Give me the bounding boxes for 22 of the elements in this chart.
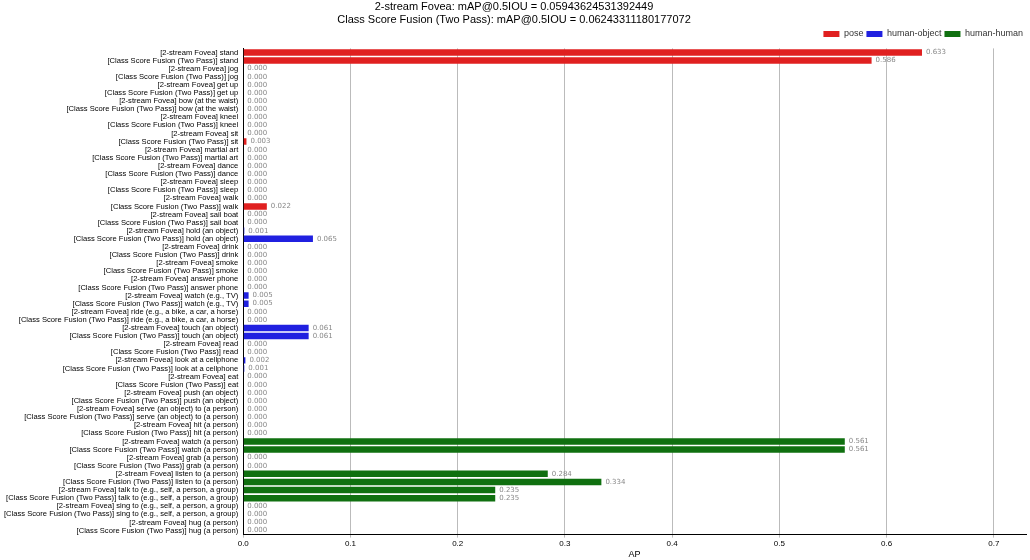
x-tick-label: 0.0 (237, 538, 250, 548)
chart-title: 2-stream Fovea: mAP@0.5IOU = 0.05943624531392449 (374, 0, 654, 12)
bar (243, 203, 267, 210)
bar (243, 324, 309, 332)
legend-label: pose (843, 28, 864, 39)
bar (243, 478, 602, 486)
bar (243, 235, 313, 243)
x-tick-label: 0.7 (988, 538, 1000, 548)
x-tick-label: 0.2 (452, 538, 464, 548)
legend-label: human-object (886, 28, 942, 39)
x-tick-label: 0.6 (881, 538, 893, 548)
x-tick-label: 0.5 (773, 538, 786, 548)
x-axis-title: AP (628, 549, 641, 560)
x-tick-label: 0.3 (559, 538, 572, 548)
bar (243, 494, 496, 502)
bar (243, 332, 309, 340)
x-tick-label: 0.1 (344, 538, 357, 548)
x-tick-label: 0.4 (666, 538, 679, 548)
legend-label: human-human (964, 28, 1024, 39)
chart-subtitle: Class Score Fusion (Two Pass): mAP@0.5IOU = 0.06243311180177072 (337, 12, 691, 25)
bar (243, 486, 496, 494)
bar (243, 470, 548, 478)
